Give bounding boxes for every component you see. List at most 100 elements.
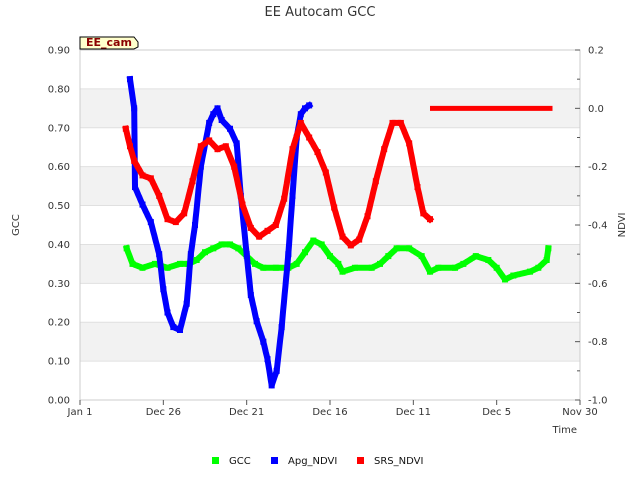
data-point (543, 257, 550, 263)
data-point (218, 241, 225, 248)
series-Apg_NDVI (126, 75, 314, 389)
y-tick-label-right: 0.0 (588, 104, 604, 115)
data-point (239, 201, 246, 208)
x-tick-label: Dec 26 (146, 407, 181, 418)
data-point (247, 224, 254, 231)
data-point (427, 268, 433, 275)
data-point (272, 264, 279, 271)
data-point (377, 260, 383, 267)
data-point (231, 163, 238, 170)
data-point (192, 222, 198, 228)
data-point (197, 163, 204, 170)
data-point (123, 245, 130, 252)
data-point (273, 367, 280, 374)
data-point (206, 137, 213, 144)
x-tick-label: Nov 30 (562, 407, 597, 418)
data-point (322, 169, 329, 176)
data-point (339, 268, 346, 275)
data-point (381, 146, 388, 153)
data-point (297, 119, 304, 126)
series-SRS_NDVI (122, 119, 435, 249)
data-point (183, 300, 190, 307)
data-point (131, 105, 138, 112)
legend-swatch (212, 457, 219, 464)
data-point (339, 233, 346, 240)
data-point (156, 192, 163, 199)
data-point (210, 111, 217, 118)
data-point (420, 210, 427, 217)
left-axis: 0.00 0.10 0.20 0.30 0.40 0.50 0.60 0.70 0.80 0.90 (48, 46, 70, 407)
data-point (397, 119, 404, 126)
data-point (127, 76, 133, 83)
x-tick-label: Dec 16 (312, 407, 347, 418)
data-point (227, 125, 233, 132)
data-point (393, 245, 400, 252)
data-point (156, 251, 163, 258)
data-point (406, 245, 413, 252)
data-point (139, 172, 146, 179)
y-tick-label-right: 0.2 (588, 46, 604, 57)
y-tick-label-left: 0.50 (48, 201, 70, 212)
y-tick-label-left: 0.40 (48, 240, 70, 251)
data-point (222, 143, 229, 150)
legend-swatch (357, 457, 364, 464)
data-point (406, 140, 413, 147)
data-point (545, 245, 552, 252)
data-point (152, 260, 158, 267)
data-point (502, 276, 508, 283)
data-point (485, 257, 492, 263)
data-point (193, 257, 200, 263)
data-point (418, 253, 425, 260)
data-point (177, 327, 183, 333)
data-point (385, 253, 392, 260)
y-tick-label-right: -1.0 (588, 396, 608, 407)
legend-swatch (271, 457, 278, 464)
data-point (187, 251, 194, 258)
data-point (460, 260, 467, 267)
y-tick-label-left: 0.80 (48, 84, 70, 95)
data-point (306, 134, 313, 141)
legend-label: Apg_NDVI (288, 456, 337, 467)
y-tick-label-left: 0.30 (48, 279, 70, 290)
x-tick-label: Dec 21 (229, 407, 264, 418)
chart-title: EE Autocam GCC (265, 5, 376, 20)
y-tick-label-left: 0.90 (48, 46, 70, 57)
legend: GCC Apg_NDVI SRS_NDVI (212, 456, 423, 467)
data-point (189, 178, 196, 185)
series-layer (122, 75, 553, 389)
data-point (206, 119, 213, 126)
data-point (260, 338, 267, 345)
y-tick-label-right: -0.8 (588, 337, 608, 348)
data-point (264, 356, 271, 363)
alternating-bands (80, 88, 580, 362)
data-point (127, 143, 133, 150)
data-point (164, 216, 171, 223)
data-point (289, 146, 296, 153)
data-point (472, 253, 479, 260)
site-label: EE_cam (86, 36, 132, 49)
data-point (306, 102, 313, 109)
data-point (247, 292, 254, 298)
data-point (372, 178, 379, 185)
y-axis-left-title: GCC (11, 214, 22, 236)
data-point (268, 382, 275, 389)
y-tick-label-right: -0.6 (588, 279, 608, 290)
data-point (414, 184, 421, 191)
data-point (147, 175, 154, 182)
data-point (177, 260, 183, 267)
data-point (389, 119, 396, 126)
y-tick-label-left: 0.10 (48, 357, 70, 368)
y-tick-label-right: -0.4 (588, 221, 608, 232)
data-point (302, 105, 308, 112)
data-point (293, 260, 300, 267)
legend-label: GCC (229, 456, 251, 467)
data-point (278, 324, 285, 331)
grid-band (80, 322, 580, 362)
y-tick-label-left: 0.70 (48, 123, 70, 134)
y-tick-label-left: 0.20 (48, 318, 70, 329)
data-point (535, 264, 542, 271)
data-point (452, 264, 458, 271)
data-point (302, 249, 308, 256)
x-tick-label: Dec 5 (482, 407, 511, 418)
